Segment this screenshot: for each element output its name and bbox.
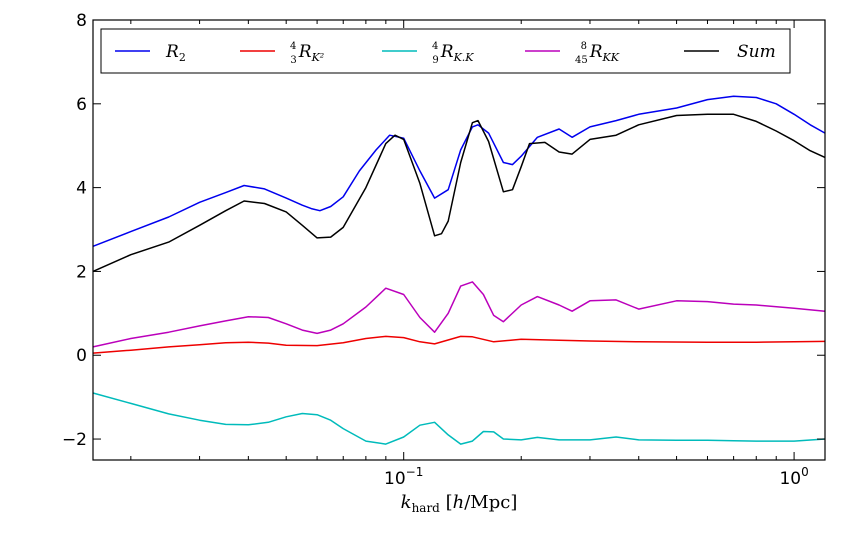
legend-item-rkk: 8 45 RKK — [525, 41, 620, 66]
series-line-r-2 — [92, 95, 826, 247]
x-tick-label: 10−1 — [384, 465, 423, 489]
ticks-layer: −2 0 2 4 6 8 10−1 100 — [62, 11, 825, 489]
series-layer — [92, 95, 826, 445]
x-tick-label: 100 — [779, 465, 808, 489]
y-tick-label: 8 — [76, 11, 87, 31]
legend-item-rkdotk: 4 9 RK.K — [382, 41, 474, 66]
legend-label-rkdotk: 4 9 RK.K — [432, 41, 474, 66]
legend-label-rkk: 8 45 RKK — [575, 41, 620, 66]
legend: R2 4 3 RK² 4 9 RK.K 8 45 RKK Sum — [100, 28, 791, 74]
y-tick-label: 2 — [76, 262, 87, 282]
series-line-4-9-r-k-k — [92, 392, 826, 445]
y-tick-label: 4 — [76, 179, 87, 199]
legend-label-rk2: 4 3 RK² — [290, 41, 324, 66]
legend-label-sum: Sum — [737, 42, 776, 62]
legend-frame — [100, 28, 791, 74]
series-line-8-45-r-kk — [92, 281, 826, 348]
y-tick-label: 6 — [76, 95, 87, 115]
series-line-4-3-r-k-2 — [92, 335, 826, 354]
y-tick-label: −2 — [62, 430, 87, 450]
y-tick-label: 0 — [76, 346, 87, 366]
series-line-sum — [92, 113, 826, 273]
plot-frame — [92, 19, 826, 461]
legend-item-rk2: 4 3 RK² — [240, 41, 324, 66]
legend-item-sum: Sum — [684, 42, 776, 62]
x-axis-title: khard [h/Mpc] — [401, 492, 518, 515]
